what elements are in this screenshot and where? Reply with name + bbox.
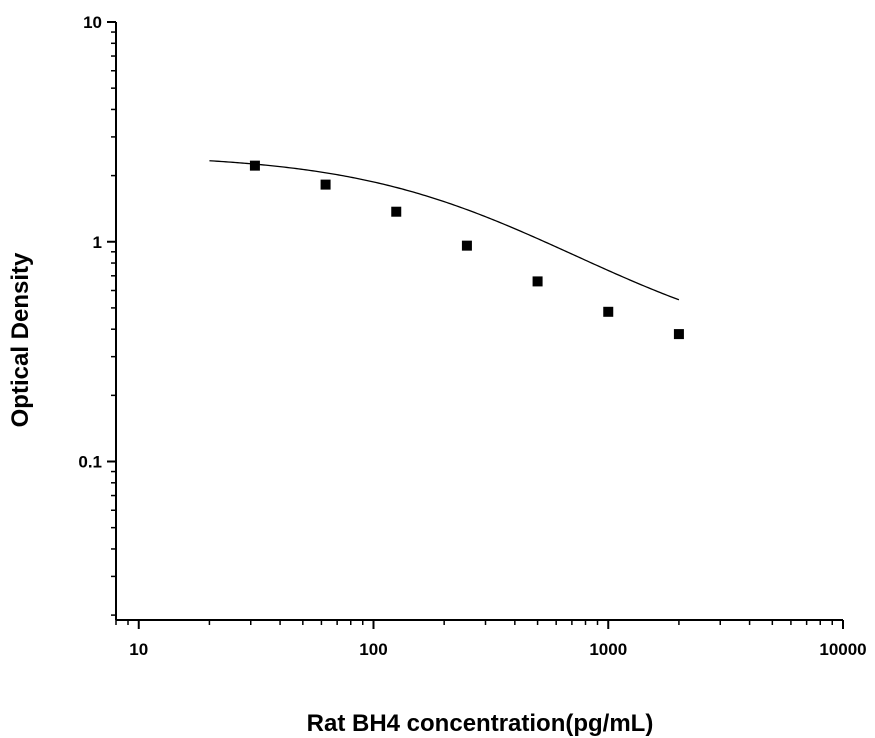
y-major-ticks — [107, 21, 116, 463]
x-tick-label: 100 — [359, 640, 387, 659]
data-point — [320, 179, 331, 190]
data-point — [603, 306, 614, 317]
y-tick-label: 10 — [83, 13, 102, 32]
data-point — [673, 329, 684, 340]
y-tick-label: 1 — [93, 233, 102, 252]
fit-curve — [209, 160, 680, 301]
data-point — [461, 240, 472, 251]
data-point — [532, 276, 543, 287]
data-point — [249, 160, 260, 171]
x-major-ticks — [137, 620, 844, 629]
x-tick-label: 10 — [129, 640, 148, 659]
tick-labels: 0.1 1 10 10 100 1000 10000 — [78, 13, 866, 659]
x-tick-label: 10000 — [819, 640, 866, 659]
y-tick-label: 0.1 — [78, 453, 102, 472]
plot-area — [107, 21, 844, 629]
y-axis-title: Optical Density — [7, 252, 34, 427]
x-axis-title: Rat BH4 concentration(pg/mL) — [307, 710, 654, 737]
data-point — [391, 206, 402, 217]
x-tick-label: 1000 — [589, 640, 627, 659]
data-points — [249, 160, 684, 340]
